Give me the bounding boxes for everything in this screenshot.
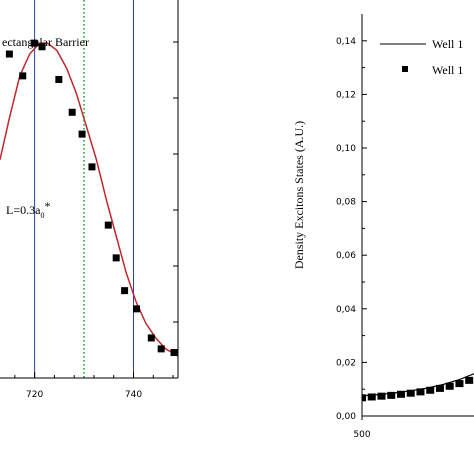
y-tick-label: 0,04: [336, 305, 356, 315]
legend-square-swatch: [402, 66, 408, 72]
y-tick-label: 0,14: [336, 37, 356, 47]
fit-curve: [0, 42, 178, 357]
series-point: [377, 392, 386, 400]
y-tick-label: 0,00: [336, 412, 356, 422]
legend-label: Well 1: [432, 37, 463, 51]
data-point: [170, 349, 178, 357]
series-point: [396, 390, 405, 398]
barrier-annotation: ectangular Barrier: [2, 35, 89, 49]
y-tick-label: 0,10: [336, 144, 356, 154]
right-chart: 0,00 0,02 0,04 0,06 0,08 0,10 0,12 0,14 500 Den…: [292, 14, 474, 440]
series-point: [465, 376, 474, 384]
data-point: [121, 287, 129, 295]
x-tick-label: 740: [125, 390, 142, 400]
data-point: [157, 345, 165, 353]
length-annotation: L=0.3a0*: [6, 199, 50, 220]
legend-label: Well 1: [432, 63, 463, 77]
series-point: [426, 386, 435, 394]
right-y-axis-label: Density Excitons States (A.U.): [292, 121, 306, 269]
series-point: [455, 380, 464, 388]
data-point: [55, 76, 63, 84]
y-tick-label: 0,02: [336, 358, 356, 368]
data-point: [112, 254, 120, 262]
data-point: [104, 221, 112, 229]
series-point: [435, 384, 444, 392]
length-annotation-star: *: [44, 199, 50, 213]
data-point: [30, 39, 38, 47]
data-point: [5, 50, 13, 58]
left-chart: 720 740 ectangular Barrier L=0.3a0*: [0, 0, 179, 400]
y-tick-label: 0,08: [336, 198, 356, 208]
series-point: [406, 389, 415, 397]
y-tick-label: 0,06: [336, 251, 356, 261]
legend: Well 1 Well 1: [380, 37, 463, 77]
data-point: [19, 72, 27, 80]
series-point: [416, 388, 425, 396]
length-annotation-sub: 0: [40, 211, 44, 220]
x-tick-label: 500: [353, 430, 370, 440]
data-point: [147, 334, 155, 342]
x-tick-label: 720: [26, 390, 43, 400]
data-point: [88, 163, 96, 171]
data-point: [38, 43, 46, 51]
y-tick-label: 0,12: [336, 90, 356, 100]
series-point: [387, 391, 396, 399]
length-annotation-main: L=0.3a: [6, 203, 41, 217]
data-point: [132, 305, 140, 313]
series-point: [367, 393, 376, 401]
data-point: [78, 130, 86, 138]
series-point: [445, 382, 454, 390]
series-point: [362, 394, 366, 402]
data-point: [68, 108, 76, 116]
